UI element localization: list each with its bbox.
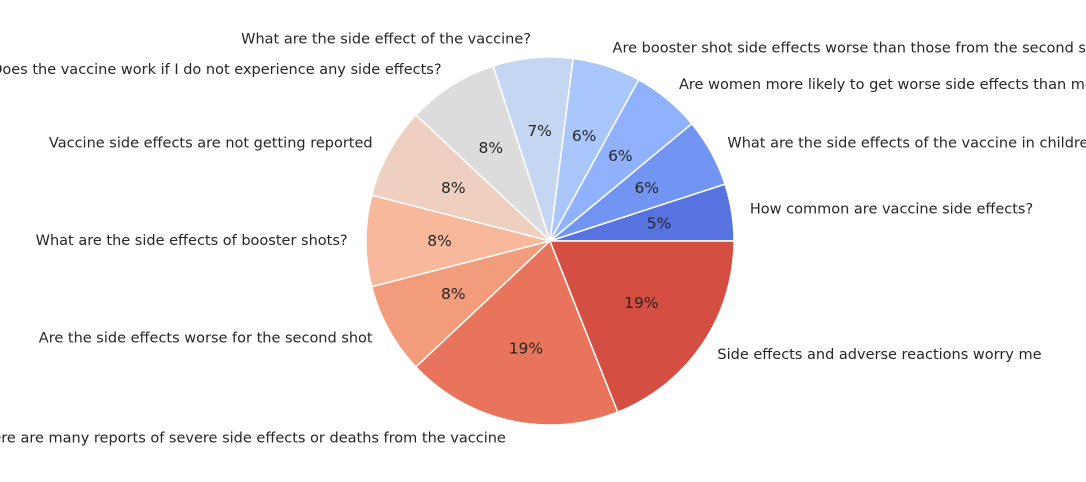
pie-slice [414,65,551,242]
slice-percent-label: 8% [441,285,466,303]
slice-category-label: Vaccine side effects are not getting rep… [49,135,373,151]
pie-slice [370,113,551,242]
pie-slice [370,240,551,369]
percent-labels: 5%6%6%6%7%8%8%8%8%19%19% [427,122,671,358]
slice-percent-label: 8% [441,179,466,197]
slice-percent-label: 8% [427,232,452,250]
slice-percent-label: 6% [608,147,633,165]
slice-category-label: Are women more likely to get worse side … [679,77,1086,93]
slice-percent-label: 6% [634,179,659,197]
slice-category-label: What are the side effects of booster sho… [36,233,348,249]
slice-category-label: What are the side effects of the vaccine… [727,135,1086,151]
slice-category-label: Side effects and adverse reactions worry… [717,347,1041,363]
slice-percent-label: 8% [479,139,504,157]
slice-percent-label: 19% [509,340,543,358]
slice-category-label: What are the side effect of the vaccine? [241,31,531,47]
slice-percent-label: 19% [624,294,658,312]
category-labels: How common are vaccine side effects? What… [0,31,1086,446]
slice-percent-label: 6% [572,127,597,145]
pie-slice [414,239,619,426]
pie-slice [365,194,551,288]
slice-category-label: How common are vaccine side effects? [750,201,1033,217]
slice-category-label: Does the vaccine work if I do not experi… [0,62,442,78]
pie-slice [548,240,735,414]
slice-percent-label: 7% [527,122,552,140]
slice-category-label: Are the side effects worse for the secon… [39,331,373,347]
slice-percent-label: 5% [647,215,672,233]
pie-slices [365,56,735,426]
slice-category-label: Are booster shot side effects worse than… [613,41,1086,57]
slice-category-label: There are many reports of severe side ef… [0,431,506,447]
